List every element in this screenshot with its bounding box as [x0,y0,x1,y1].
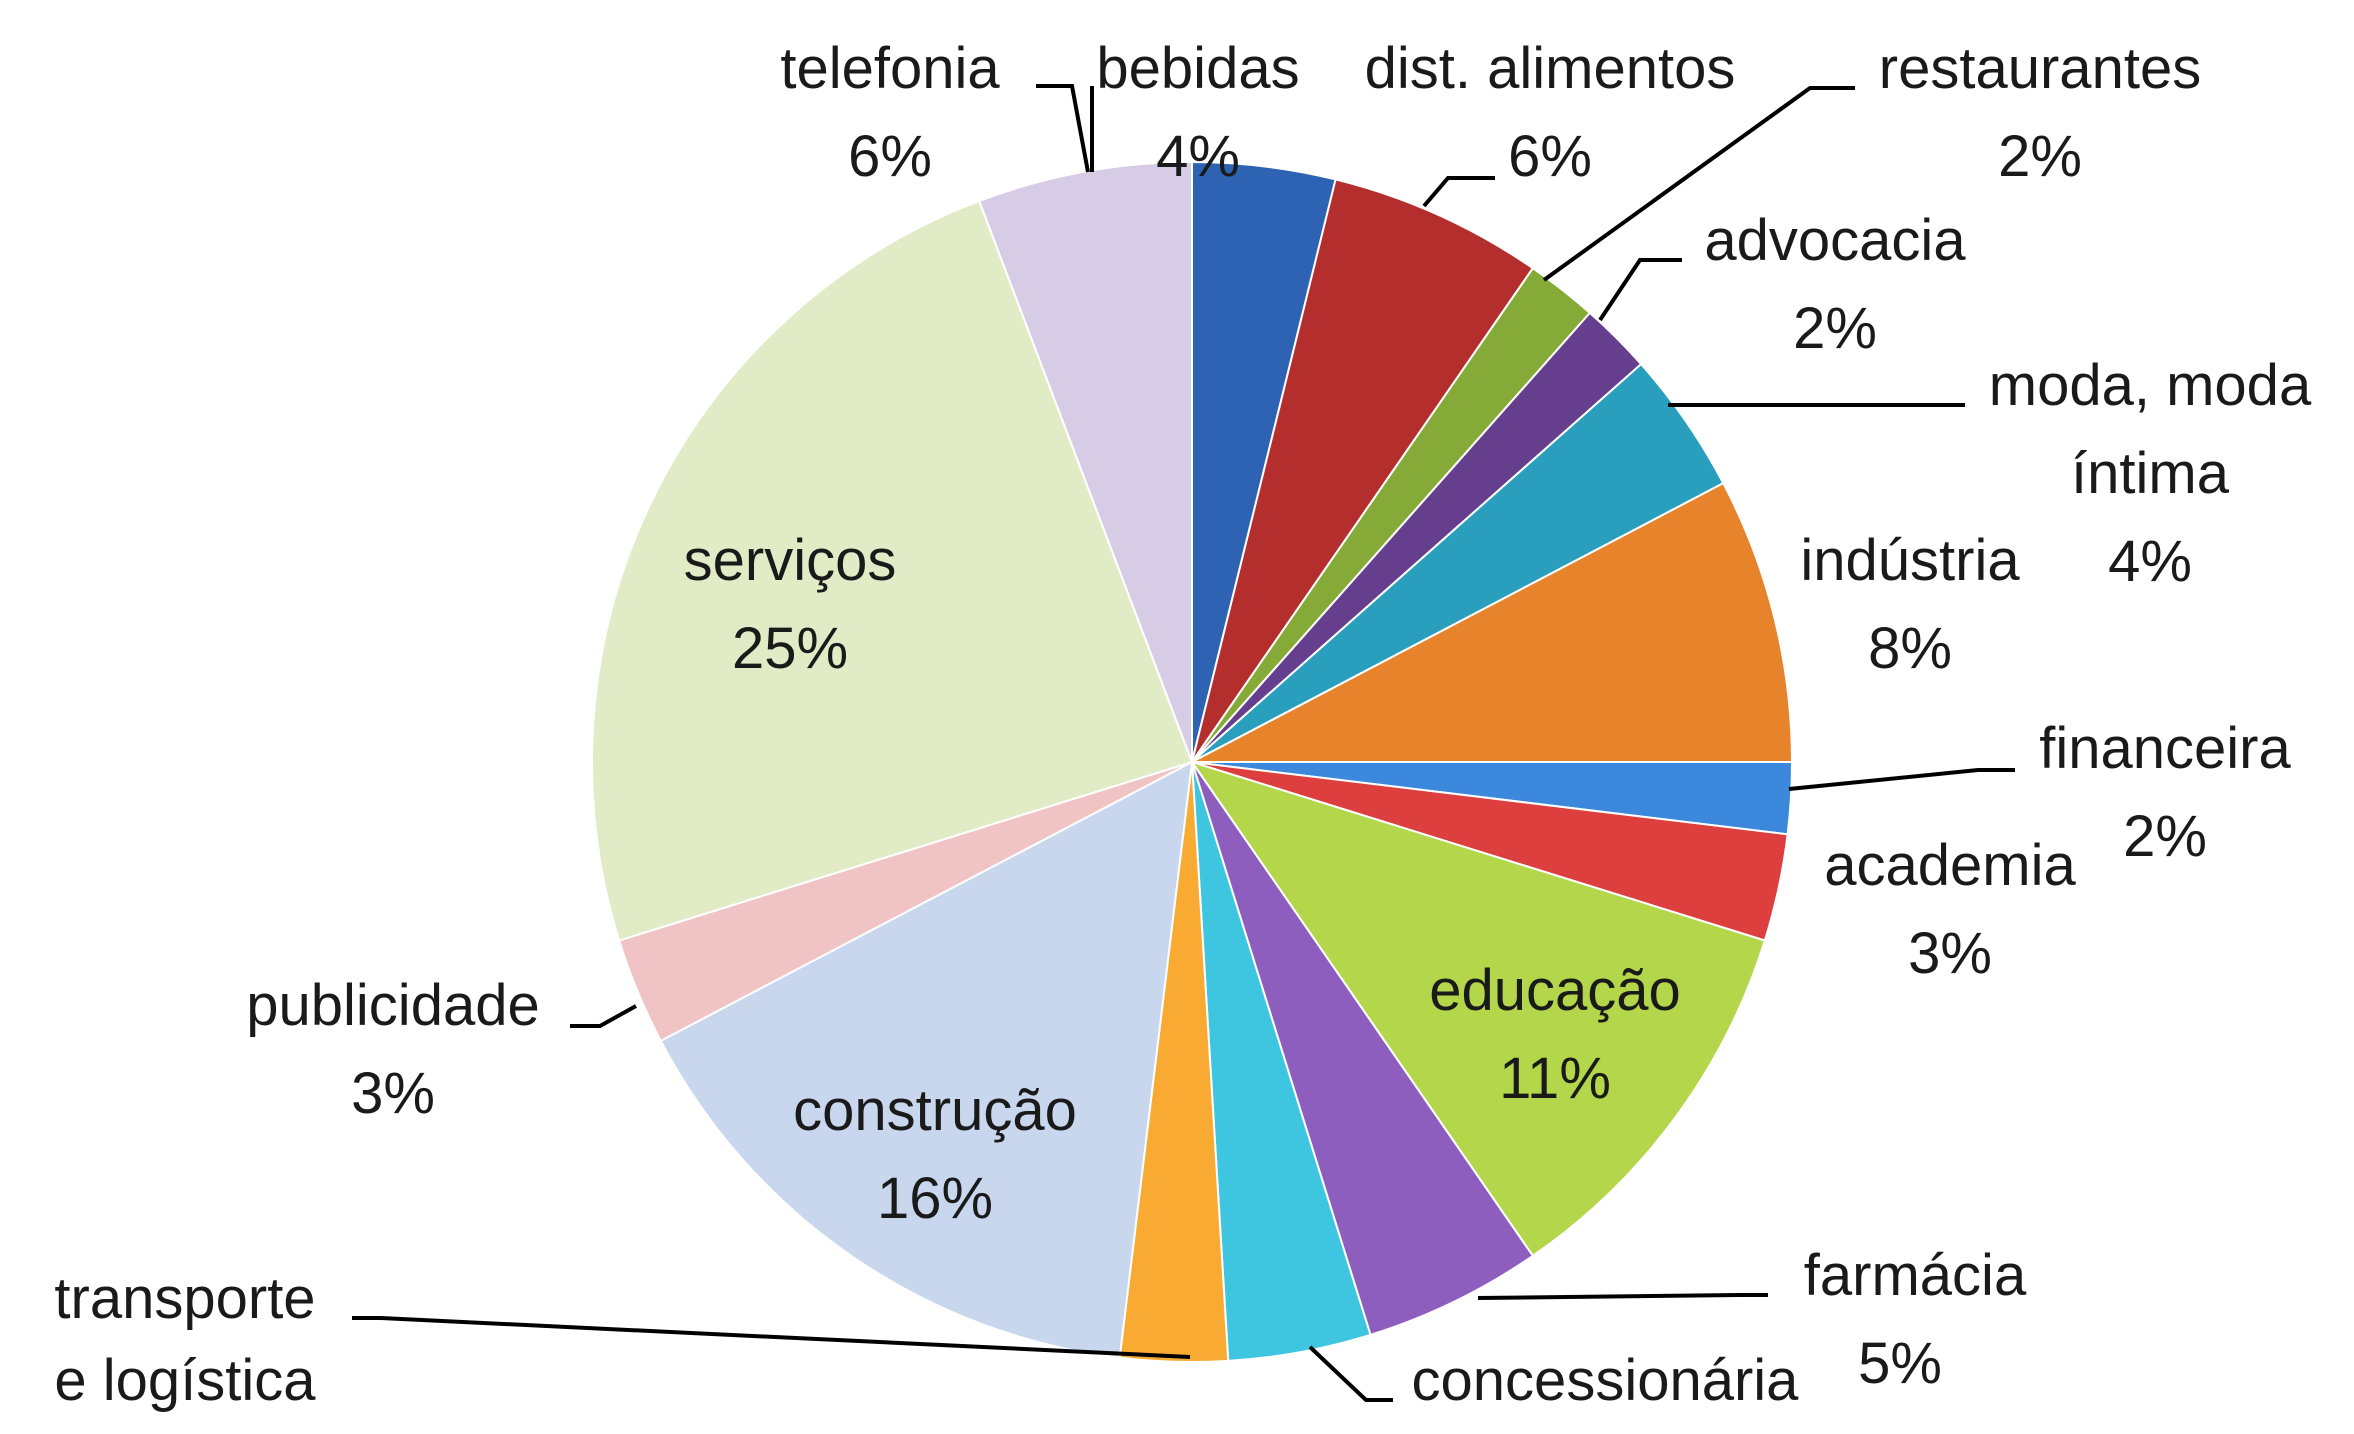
pie-slice-educacao [1189,760,1767,1258]
slice-name-label-telefonia-0: telefonia [780,36,1000,101]
slice-pct-label-dist-alimentos: 6% [1508,124,1592,189]
slice-pct-label-moda-moda-intima: 4% [2108,529,2192,594]
slice-name-label-industria-0: indústria [1800,528,2020,593]
slice-pct-label-construcao: 16% [877,1166,993,1231]
slice-pct-label-industria: 8% [1868,616,1952,681]
slice-name-label-transporte-e-logistica-1: e logística [54,1348,316,1413]
slice-name-label-publicidade-0: publicidade [246,973,539,1038]
slice-name-label-concessionaria-0: concessionária [1412,1348,1800,1413]
pie-slice-servicos [591,199,1194,942]
leader-line-transporte-e-logistica [352,1316,1191,1359]
slice-name-label-advocacia-0: advocacia [1704,208,1966,273]
slice-pct-label-farmacia: 5% [1858,1331,1942,1396]
slice-labels: bebidas 4% dist. alimentos 6% restaurantes 2%… [54,36,2312,1413]
slice-name-label-moda-moda-intima-0: moda, moda [1989,353,2312,418]
slice-name-label-restaurantes-0: restaurantes [1879,36,2201,101]
slice-name-label-financeira-0: financeira [2039,716,2291,781]
slice-pct-label-publicidade: 3% [351,1061,435,1126]
leader-line-farmacia [1477,1293,1768,1300]
slice-name-label-moda-moda-intima-1: íntima [2071,441,2230,506]
leader-line-telefonia [1036,84,1090,173]
leader-line-restaurantes [1542,86,1855,282]
leader-line-financeira [1788,768,2015,791]
slice-pct-label-educacao: 11% [1499,1046,1611,1111]
pie-slice-dist-alimentos [1191,178,1535,763]
slice-name-label-servicos-0: serviços [684,528,897,593]
slice-pct-label-restaurantes: 2% [1998,124,2082,189]
leader-line-concessionaria [1308,1345,1393,1402]
slice-name-label-transporte-e-logistica-0: transporte [54,1266,315,1331]
leader-line-publicidade [570,1004,637,1028]
slice-pct-label-academia: 3% [1908,921,1992,986]
leader-lines [352,84,2015,1402]
slice-pct-label-telefonia: 6% [848,124,932,189]
slice-pct-label-financeira: 2% [2123,804,2207,869]
slice-name-label-construcao-0: construção [793,1078,1077,1143]
leader-line-advocacia [1598,258,1682,322]
pie-slice-farmacia [1191,761,1535,1337]
pie-slice-construcao [659,760,1194,1359]
slice-name-label-academia-0: academia [1824,833,2076,898]
leader-line-dist-alimentos [1422,176,1495,208]
pie-slices [591,160,1794,1364]
slice-name-label-farmacia-0: farmácia [1804,1243,2027,1308]
slice-pct-label-servicos: 25% [732,616,848,681]
slice-name-label-bebidas-0: bebidas [1096,36,1299,101]
slice-name-label-dist-alimentos-0: dist. alimentos [1365,36,1736,101]
pie-slice-telefonia [977,160,1193,763]
pie-slice-industria [1191,481,1794,763]
slice-pct-label-bebidas: 4% [1156,124,1240,189]
slice-name-label-educacao-0: educação [1429,958,1681,1023]
slice-pct-label-advocacia: 2% [1793,296,1877,361]
